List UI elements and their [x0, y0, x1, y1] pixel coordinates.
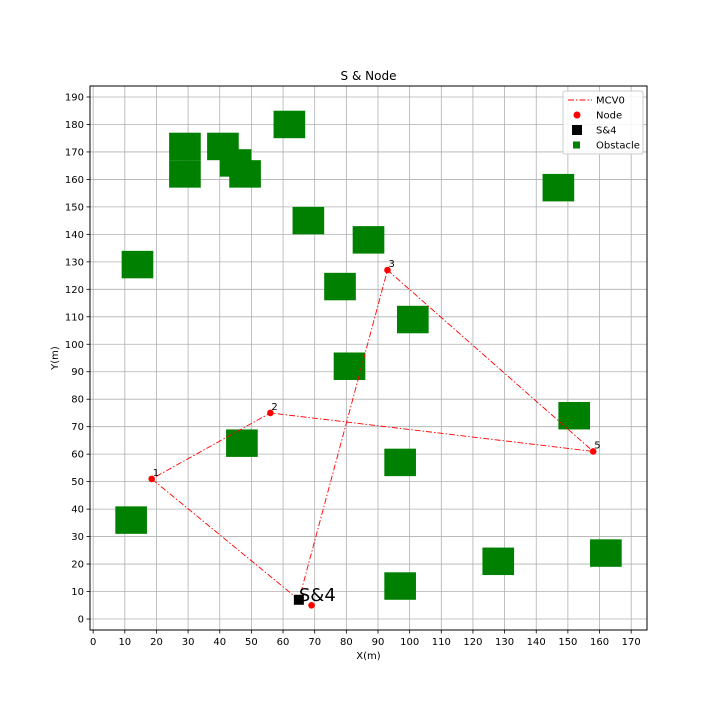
obstacle-rect — [333, 352, 366, 380]
x-tick-label: 110 — [432, 637, 451, 648]
x-tick-label: 0 — [90, 637, 96, 648]
plot-frame — [89, 85, 648, 631]
x-tick-label: 150 — [558, 637, 577, 648]
route-lines — [150, 269, 595, 601]
y-tick-label: 70 — [71, 422, 84, 433]
y-tick-label: 140 — [65, 230, 84, 241]
obstacle-rect — [542, 173, 575, 202]
x-tick-label: 120 — [463, 637, 482, 648]
y-tick-label: 150 — [65, 202, 84, 213]
node-point — [308, 601, 315, 609]
legend-node-swatch — [573, 111, 581, 119]
obstacle-rect — [273, 110, 306, 139]
y-tick-label: 30 — [71, 532, 84, 543]
node-point — [267, 409, 274, 417]
obstacle-rect — [169, 160, 201, 188]
y-axis-label: Y(m) — [50, 346, 61, 371]
obstacle-rect — [169, 132, 201, 161]
legend-base-swatch — [572, 125, 582, 135]
x-tick-label: 30 — [182, 637, 195, 648]
y-tick-label: 80 — [71, 395, 84, 406]
x-tick-label: 50 — [245, 637, 258, 648]
legend-label: Node — [596, 111, 622, 122]
y-tick-label: 190 — [65, 92, 84, 103]
obstacle-rect — [226, 429, 258, 457]
obstacle-rect — [590, 539, 622, 567]
axes: 0 10 20 30 40 50 60 70 80 90 100 110 120 130 140 150 160… — [65, 85, 648, 648]
y-tick-label: 180 — [65, 120, 84, 131]
x-tick-label: 100 — [400, 637, 419, 648]
x-tick-label: 60 — [277, 637, 290, 648]
y-tick-label: 90 — [71, 367, 84, 378]
x-tick-label: 160 — [590, 637, 609, 648]
y-tick-label: 50 — [71, 477, 84, 488]
y-tick-label: 40 — [71, 505, 84, 516]
base-station-label: S&4 — [299, 585, 336, 606]
x-tick-label: 90 — [372, 637, 385, 648]
y-tick-label: 160 — [65, 175, 84, 186]
obstacle-rect — [384, 448, 416, 477]
legend-label: Obstacle — [596, 141, 640, 152]
y-tick-label: 130 — [65, 257, 84, 268]
node-label: 2 — [271, 402, 277, 413]
obstacle-rect — [292, 206, 325, 235]
obstacles — [115, 110, 622, 600]
node-point — [589, 448, 597, 455]
node-point — [148, 475, 156, 483]
x-tick-label: 140 — [527, 637, 546, 648]
y-tick-label: 110 — [65, 312, 84, 323]
obstacle-rect — [121, 250, 154, 279]
x-tick-label: 80 — [340, 637, 353, 648]
y-tick-label: 0 — [78, 615, 84, 626]
y-tick-label: 170 — [65, 147, 84, 158]
chart-title: S & Node — [341, 69, 397, 83]
y-tick-label: 100 — [65, 340, 84, 351]
obstacle-rect — [384, 572, 416, 600]
node-label: 5 — [594, 440, 600, 451]
obstacle-rect — [352, 226, 385, 254]
x-tick-label: 130 — [495, 637, 514, 648]
obstacle-rect — [324, 272, 356, 301]
base-station-marker — [293, 594, 304, 605]
legend: MCV0 Node S&4 Obstacle — [562, 90, 644, 155]
obstacle-rect — [482, 547, 515, 576]
legend-label: S&4 — [596, 126, 617, 137]
obstacle-rect — [396, 305, 429, 334]
y-tick-label: 60 — [71, 450, 84, 461]
legend-box — [562, 90, 644, 155]
route-line-mcv0 — [150, 269, 595, 601]
x-tick-label: 20 — [150, 637, 163, 648]
markers: 1 2 3 5 S&4 — [148, 259, 601, 609]
legend-obstacle-swatch — [573, 141, 580, 149]
x-tick-label: 170 — [622, 637, 641, 648]
x-tick-label: 40 — [213, 637, 226, 648]
node-label: 3 — [388, 259, 394, 270]
node-label: 1 — [153, 468, 159, 479]
y-tick-label: 10 — [71, 587, 84, 598]
x-tick-label: 10 — [118, 637, 131, 648]
y-tick-label: 20 — [71, 560, 84, 571]
y-tick-label: 120 — [65, 285, 84, 296]
x-tick-label: 70 — [308, 637, 321, 648]
obstacle-rect — [115, 506, 147, 534]
x-axis-label: X(m) — [356, 651, 380, 662]
legend-label: MCV0 — [596, 96, 625, 107]
obstacle-rect — [229, 160, 261, 188]
node-point — [384, 266, 391, 274]
